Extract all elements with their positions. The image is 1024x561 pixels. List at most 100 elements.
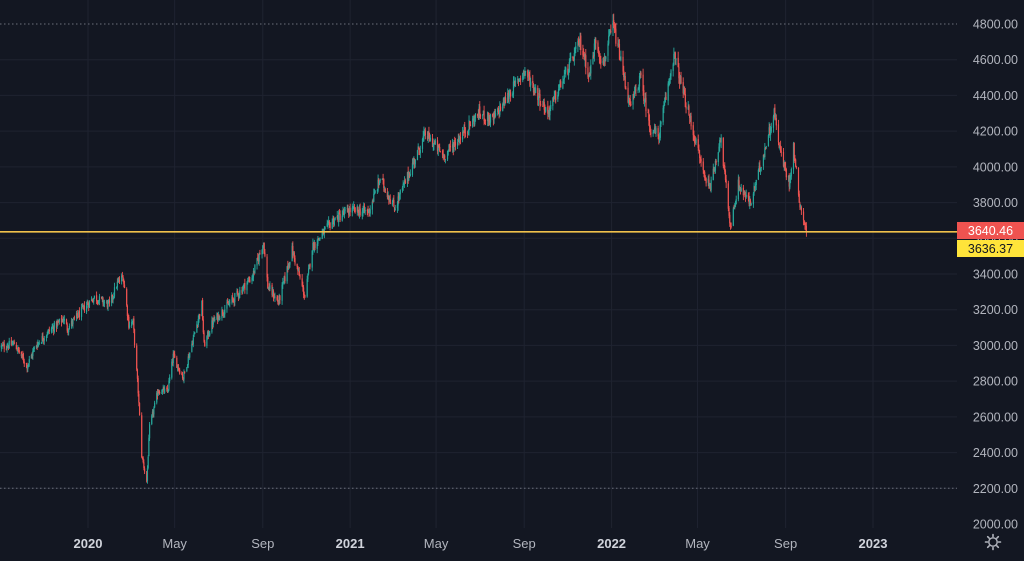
candle (740, 183, 742, 192)
candle (83, 304, 85, 310)
candle (580, 32, 582, 56)
candle (253, 270, 255, 276)
candle (50, 326, 53, 334)
candle (37, 341, 40, 347)
candle (121, 273, 123, 285)
candle (78, 307, 81, 320)
candle (421, 137, 424, 153)
candle (446, 150, 449, 162)
candle (629, 95, 631, 107)
candle (303, 291, 305, 300)
candle (689, 113, 691, 123)
candle (378, 180, 381, 186)
candle (767, 134, 770, 147)
candle (212, 317, 214, 328)
candle (719, 137, 721, 152)
candle (326, 219, 328, 227)
candle (318, 237, 320, 241)
candle (241, 286, 243, 295)
candle (618, 39, 620, 48)
candle (372, 198, 374, 204)
candle (628, 97, 631, 106)
candle (764, 143, 766, 160)
candle (503, 97, 505, 109)
candle (514, 77, 517, 87)
candle (17, 345, 19, 354)
candle (68, 328, 70, 336)
candle (583, 51, 585, 61)
candle (272, 286, 274, 297)
settings-gear-icon[interactable] (984, 533, 1002, 551)
candle (142, 456, 144, 464)
candle (93, 297, 95, 305)
candle (301, 274, 303, 287)
price-axis[interactable]: 4800.00 4600.00 4400.00 4200.00 4000.00 3800.… (973, 18, 1018, 532)
candle (244, 278, 246, 294)
candle (747, 192, 749, 202)
candle (111, 292, 113, 307)
candle (759, 167, 762, 176)
candle (477, 113, 479, 118)
candle (449, 140, 452, 152)
candle (547, 109, 550, 118)
candle (194, 332, 196, 335)
candle (617, 37, 619, 48)
time-axis[interactable]: 2020 May Sep 2021 May Sep 2022 May Sep 2023 (74, 536, 888, 551)
candle (123, 278, 125, 288)
candle (675, 58, 677, 66)
candle (540, 100, 542, 107)
candle (362, 205, 364, 217)
candle (81, 303, 83, 308)
candle (207, 329, 209, 340)
candle (735, 195, 737, 205)
candle (613, 21, 616, 34)
candle (349, 203, 351, 217)
candle (727, 180, 729, 212)
candle (627, 81, 629, 104)
candle (299, 273, 301, 280)
candle (128, 321, 131, 329)
candle (707, 175, 709, 187)
candle (785, 161, 787, 172)
candle (28, 355, 30, 367)
candle (377, 174, 379, 193)
candle (497, 107, 499, 116)
candle (133, 328, 136, 348)
candle (187, 354, 189, 369)
candle (282, 277, 284, 289)
candle (790, 167, 792, 180)
time-tick-year-label: 2023 (859, 536, 888, 551)
candle (348, 205, 351, 217)
candle (477, 109, 479, 120)
candle (533, 84, 535, 96)
candle (258, 252, 260, 266)
candle (634, 84, 636, 94)
candle (537, 85, 539, 106)
candle (78, 310, 80, 318)
candle (7, 342, 9, 349)
candle (328, 216, 330, 226)
candle (579, 32, 581, 51)
candle (668, 78, 670, 87)
candle (648, 109, 650, 126)
price-tick-label: 3400.00 (973, 268, 1018, 282)
candle (161, 389, 163, 394)
candle (312, 238, 314, 255)
candle (790, 172, 792, 184)
candle (167, 389, 169, 393)
candle (775, 114, 777, 131)
candle (333, 216, 335, 228)
candle (419, 145, 421, 158)
candle (269, 281, 271, 292)
candle (188, 352, 190, 359)
candle (463, 124, 465, 133)
candle (123, 280, 126, 289)
candle (494, 108, 497, 118)
candle (224, 304, 226, 318)
candle (13, 339, 15, 345)
candle (769, 123, 771, 136)
candle (126, 304, 128, 321)
candle (352, 205, 354, 209)
candle (166, 386, 168, 392)
